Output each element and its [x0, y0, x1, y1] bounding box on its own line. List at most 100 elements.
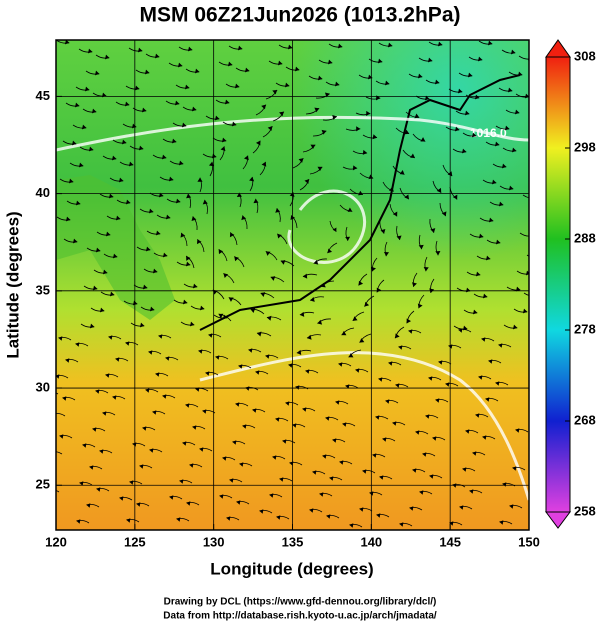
- arrowhead: [150, 306, 155, 312]
- arrowhead: [92, 108, 97, 114]
- arrowhead: [305, 369, 310, 374]
- arrowhead: [304, 179, 309, 184]
- arrowhead: [379, 475, 384, 480]
- arrowhead: [245, 67, 250, 73]
- arrowhead: [483, 293, 488, 299]
- arrowhead: [197, 177, 203, 182]
- arrowhead: [186, 256, 191, 261]
- arrowhead: [362, 469, 367, 474]
- arrowhead: [139, 464, 144, 469]
- streamlines: [56, 40, 540, 528]
- arrowhead: [388, 186, 394, 192]
- arrowhead: [143, 284, 148, 290]
- arrowhead: [235, 402, 240, 407]
- arrowhead: [288, 44, 293, 50]
- arrowhead: [345, 236, 351, 241]
- arrowhead: [119, 496, 124, 501]
- arrowhead: [536, 255, 540, 260]
- arrowhead: [339, 460, 344, 465]
- arrowhead: [79, 481, 84, 486]
- arrowhead: [515, 428, 520, 433]
- arrowhead: [486, 255, 491, 261]
- arrowhead: [179, 160, 184, 166]
- arrowhead: [219, 494, 224, 499]
- colorbar-tick-label: 298: [574, 139, 596, 154]
- arrowhead: [505, 125, 510, 131]
- arrowhead: [428, 57, 433, 63]
- arrowhead: [208, 161, 214, 167]
- x-tick-label: 125: [124, 534, 146, 549]
- arrowhead: [478, 375, 483, 380]
- arrowhead: [355, 368, 360, 373]
- credit: Data from http://database.rish.kyoto-u.a…: [163, 611, 437, 622]
- arrowhead: [378, 377, 383, 382]
- arrowhead: [372, 453, 377, 458]
- arrowhead: [178, 62, 183, 68]
- arrowhead: [322, 454, 327, 459]
- arrowhead: [142, 107, 147, 113]
- arrowhead: [229, 232, 235, 238]
- arrowhead: [295, 385, 300, 390]
- arrowhead: [200, 305, 205, 311]
- arrowhead: [96, 487, 101, 492]
- arrowhead: [313, 259, 319, 265]
- arrowhead: [199, 447, 204, 452]
- arrowhead: [441, 211, 447, 217]
- arrowhead: [349, 523, 354, 528]
- colorbar-tick-label: 258: [574, 503, 596, 518]
- arrowhead: [191, 216, 197, 221]
- arrowhead: [113, 253, 118, 259]
- arrowhead: [310, 144, 316, 150]
- arrowhead: [335, 81, 340, 87]
- arrowhead: [145, 388, 150, 393]
- arrowhead: [302, 273, 308, 279]
- arrowhead: [338, 43, 343, 49]
- arrowhead: [472, 132, 477, 138]
- contour-label: 1016.0: [470, 126, 507, 140]
- streamline: [518, 55, 529, 60]
- arrowhead: [76, 519, 81, 524]
- arrowhead: [265, 354, 270, 359]
- streamline: [56, 490, 60, 493]
- arrowhead: [359, 507, 364, 512]
- arrowhead: [145, 69, 150, 75]
- arrowhead: [244, 155, 249, 161]
- arrowhead: [202, 409, 207, 414]
- arrowhead: [110, 291, 115, 297]
- arrowhead: [475, 94, 480, 100]
- arrowhead: [153, 268, 158, 274]
- arrowhead: [496, 239, 501, 245]
- arrowhead: [430, 228, 436, 233]
- arrowhead: [358, 190, 363, 196]
- streamline: [522, 194, 529, 199]
- arrowhead: [222, 456, 227, 461]
- arrowhead: [119, 177, 124, 183]
- arrowhead: [218, 313, 224, 319]
- arrowhead: [376, 513, 381, 518]
- arrowhead: [435, 398, 440, 403]
- arrowhead: [396, 235, 402, 240]
- arrowhead: [288, 363, 293, 368]
- arrowhead: [185, 403, 190, 408]
- arrowhead: [269, 493, 274, 498]
- arrowhead: [321, 282, 326, 288]
- arrowhead: [186, 193, 192, 199]
- arrowhead: [472, 451, 477, 456]
- arrowhead: [242, 424, 247, 429]
- arrowhead: [435, 250, 441, 256]
- arrowhead: [404, 194, 409, 200]
- arrowhead: [93, 285, 98, 291]
- arrowhead: [225, 99, 230, 105]
- arrowhead: [338, 362, 343, 367]
- x-tick-label: 145: [439, 534, 461, 549]
- arrowhead: [189, 463, 194, 468]
- arrowhead: [176, 198, 181, 204]
- arrowhead: [468, 72, 473, 78]
- arrowhead: [307, 334, 312, 340]
- arrowhead: [188, 46, 193, 52]
- arrowhead: [260, 292, 266, 297]
- arrowhead: [327, 248, 333, 254]
- arrowhead: [380, 228, 386, 234]
- arrowhead: [518, 71, 523, 77]
- arrowhead: [75, 342, 80, 347]
